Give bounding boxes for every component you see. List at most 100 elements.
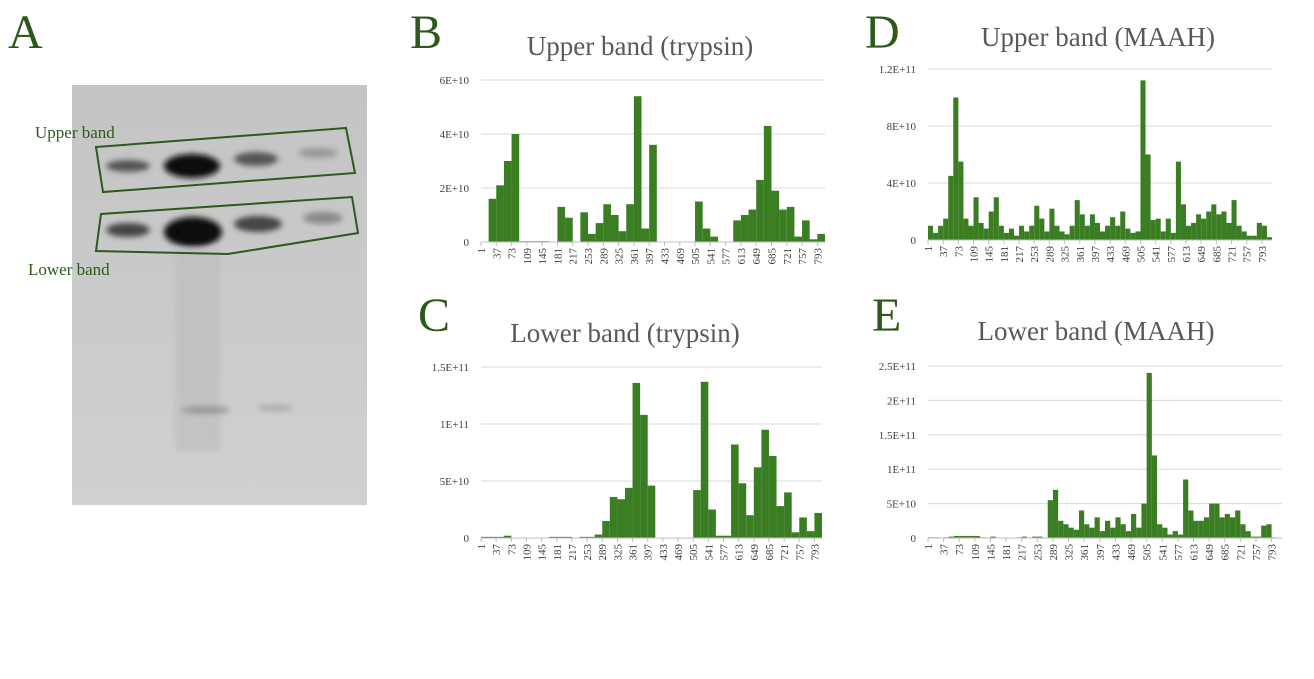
bar: [588, 233, 596, 242]
bar: [802, 220, 810, 242]
bar: [1245, 531, 1251, 538]
bar: [1198, 520, 1204, 538]
bar: [1079, 214, 1085, 240]
bar: [632, 382, 641, 538]
bar: [1024, 231, 1030, 240]
x-tick-label: 577: [1166, 246, 1178, 263]
bar: [602, 520, 610, 538]
bar: [1105, 520, 1111, 538]
bar: [1221, 211, 1227, 240]
x-tick-label: 649: [751, 248, 763, 265]
x-tick-label: 145: [984, 246, 996, 263]
x-tick-label: 289: [1044, 246, 1056, 263]
bar: [1188, 510, 1194, 538]
x-tick-label: 505: [690, 248, 702, 265]
x-tick-label: 289: [1048, 544, 1060, 561]
x-tick-label: 721: [782, 248, 794, 265]
x-tick-label: 433: [1110, 544, 1122, 561]
x-tick-label: 325: [1060, 246, 1072, 263]
x-tick-label: 37: [939, 544, 951, 556]
x-tick-label: 73: [506, 544, 518, 556]
x-tick-label: 361: [1075, 246, 1087, 263]
bar: [702, 228, 711, 242]
bar: [963, 218, 969, 240]
x-tick-label: 433: [659, 248, 671, 265]
x-tick-label: 685: [766, 248, 778, 265]
x-tick-label: 73: [953, 246, 965, 258]
bar: [1099, 531, 1105, 538]
bar: [1125, 228, 1131, 240]
bar: [990, 536, 996, 538]
bar: [731, 444, 739, 538]
bar: [617, 499, 625, 538]
x-tick-label: 541: [703, 544, 715, 561]
y-tick-label: 8E+10: [887, 121, 917, 133]
bar: [1266, 237, 1272, 240]
chart-title: Lower band (MAAH): [978, 316, 1215, 346]
x-tick-label: 757: [1251, 544, 1263, 561]
x-tick-label: 721: [1235, 544, 1247, 561]
x-tick-label: 289: [598, 248, 610, 265]
bar: [587, 536, 595, 538]
bar: [983, 228, 989, 240]
bar: [1120, 211, 1126, 240]
bar: [1255, 536, 1262, 538]
bar: [806, 531, 815, 538]
bar: [978, 222, 984, 240]
bar: [618, 231, 627, 242]
x-tick-label: 217: [1014, 246, 1026, 263]
x-tick-label: 397: [1095, 544, 1107, 561]
bar: [779, 209, 787, 242]
bar: [784, 492, 792, 538]
bar: [1177, 534, 1184, 538]
bar: [1131, 513, 1137, 538]
x-tick-label: 1: [923, 544, 935, 550]
bar: [1094, 517, 1100, 538]
bar: [740, 215, 749, 242]
panel-label: B: [410, 6, 442, 59]
bar: [1135, 231, 1141, 240]
x-tick-label: 577: [1173, 544, 1185, 561]
bar: [943, 218, 949, 240]
bar: [809, 239, 818, 242]
x-tick-label: 253: [1029, 246, 1041, 263]
bar: [799, 517, 807, 538]
bar: [1074, 200, 1080, 240]
bar: [1261, 525, 1267, 538]
bar: [1089, 527, 1095, 538]
x-tick-label: 505: [1142, 544, 1154, 561]
bar: [748, 209, 757, 242]
bar: [481, 536, 489, 538]
bar: [1029, 225, 1035, 240]
chart: C Lower band (trypsin) 0 5E+10 1E+11 1.5E+11 1…: [418, 289, 822, 561]
bar: [1241, 231, 1247, 240]
x-tick-label: 217: [1017, 544, 1029, 561]
lower-band-label: Lower band: [28, 260, 110, 279]
x-tick-label: 1: [476, 248, 488, 254]
bar: [953, 97, 959, 240]
y-tick-label: 4E+10: [440, 129, 470, 141]
bar: [1145, 154, 1151, 240]
x-tick-label: 181: [1001, 544, 1013, 561]
x-tick-label: 181: [999, 246, 1011, 263]
bar: [557, 206, 566, 242]
bar: [565, 217, 573, 242]
x-tick-label: 685: [1211, 246, 1223, 263]
bar: [1052, 489, 1059, 538]
gel-panel: Upper band Lower band A: [8, 6, 367, 505]
bar: [993, 197, 999, 240]
y-tick-label: 0: [911, 533, 917, 545]
x-tick-label: 109: [522, 248, 534, 265]
chart-title: Upper band (MAAH): [981, 22, 1215, 52]
x-tick-label: 469: [675, 248, 687, 265]
y-tick-label: 6E+10: [440, 75, 470, 87]
y-tick-label: 4E+10: [887, 178, 917, 190]
bar: [1141, 503, 1147, 538]
x-tick-label: 289: [597, 544, 609, 561]
bar: [503, 535, 512, 538]
x-tick-label: 757: [1242, 246, 1254, 263]
bar: [1003, 232, 1009, 240]
y-tick-label: 5E+10: [887, 499, 917, 511]
bar: [715, 535, 724, 538]
